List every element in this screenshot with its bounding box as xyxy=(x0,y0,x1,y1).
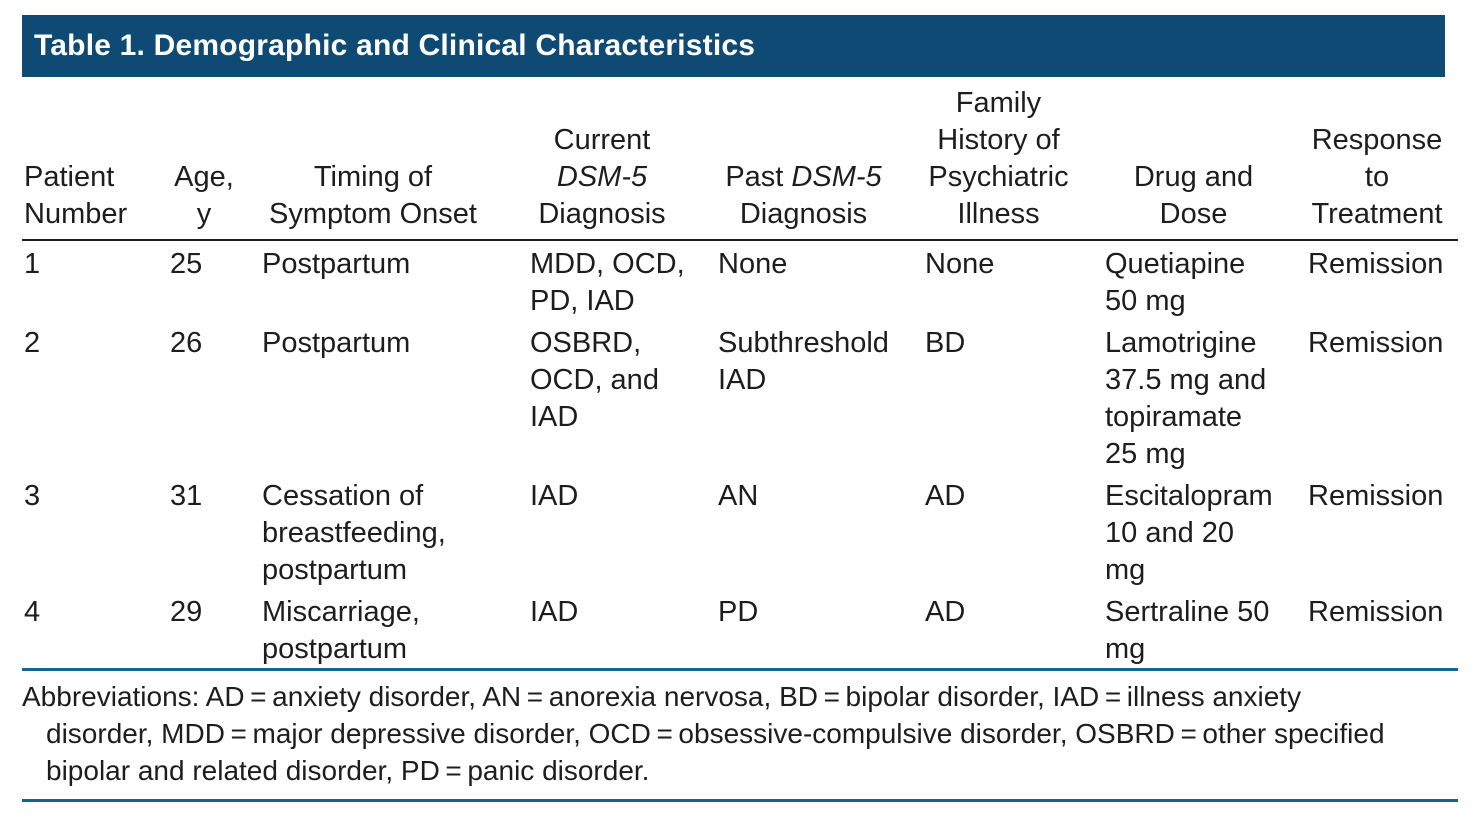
table-row: 3 31 Cessation of breastfeeding, postpar… xyxy=(22,473,1458,589)
cell-family-history: None xyxy=(925,248,995,280)
cell-drug-dose: Quetiapine 50 mg xyxy=(1105,248,1246,317)
table-title-bar: Table 1. Demographic and Clinical Charac… xyxy=(22,15,1445,77)
cell-drug-dose: Sertraline 50 mg xyxy=(1105,596,1270,665)
col-header-current-dsm5-italic: DSM-5 xyxy=(556,161,648,193)
cell-patient-number: 3 xyxy=(24,480,41,512)
cell-current-dsm5: MDD, OCD, PD, IAD xyxy=(530,248,685,317)
cell-patient-number: 2 xyxy=(24,327,41,359)
cell-timing: Postpartum xyxy=(262,327,411,359)
col-header-current-dsm5-suffix: Diagnosis xyxy=(538,198,666,230)
cell-age: 31 xyxy=(170,480,203,512)
cell-current-dsm5: OSBRD, OCD, and IAD xyxy=(530,327,659,433)
col-header-current-dsm5: Current DSM-5 Diagnosis xyxy=(503,77,701,241)
col-header-past-dsm5-suffix: Diagnosis xyxy=(739,198,868,230)
table-footnote: Abbreviations: AD = anxiety disorder, AN… xyxy=(22,668,1458,802)
cell-response: Remission xyxy=(1308,248,1444,280)
col-header-response: Response to Treatment xyxy=(1296,77,1458,241)
col-header-age: Age, y xyxy=(165,77,243,241)
cell-timing: Cessation of breastfeeding, postpartum xyxy=(262,480,446,586)
cell-age: 29 xyxy=(170,596,203,628)
col-header-current-dsm5-prefix: Current xyxy=(553,124,651,156)
table-row: 2 26 Postpartum OSBRD, OCD, and IAD Subt… xyxy=(22,320,1458,473)
cell-current-dsm5: IAD xyxy=(530,480,579,512)
demographics-table: Patient Number Age, y Timing of Symptom … xyxy=(22,77,1458,668)
col-header-past-dsm5-italic: DSM-5 xyxy=(791,161,882,193)
header-row: Patient Number Age, y Timing of Symptom … xyxy=(22,77,1458,241)
col-header-family-history: Family History of Psychiatric Illness xyxy=(906,77,1091,241)
cell-patient-number: 1 xyxy=(24,248,41,280)
col-header-past-dsm5: Past DSM-5 Diagnosis xyxy=(701,77,906,241)
cell-drug-dose: Lamotrigine 37.5 mg and topiramate 25 mg xyxy=(1105,327,1267,470)
cell-family-history: AD xyxy=(925,480,966,512)
cell-response: Remission xyxy=(1308,327,1444,359)
col-header-past-dsm5-prefix: Past xyxy=(725,161,792,193)
col-header-drug-dose: Drug and Dose xyxy=(1091,77,1296,241)
col-header-patient-number: Patient Number xyxy=(22,77,165,241)
table-row: 4 29 Miscarriage, postpartum IAD PD AD S… xyxy=(22,589,1458,668)
cell-timing: Postpartum xyxy=(262,248,411,280)
cell-past-dsm5: PD xyxy=(718,596,759,628)
cell-age: 26 xyxy=(170,327,203,359)
cell-past-dsm5: None xyxy=(718,248,788,280)
cell-age: 25 xyxy=(170,248,203,280)
cell-patient-number: 4 xyxy=(24,596,41,628)
table-row: 1 25 Postpartum MDD, OCD, PD, IAD None N… xyxy=(22,240,1458,320)
cell-past-dsm5: AN xyxy=(718,480,759,512)
cell-family-history: BD xyxy=(925,327,966,359)
table-title: Table 1. Demographic and Clinical Charac… xyxy=(34,29,756,62)
cell-timing: Miscarriage, postpartum xyxy=(262,596,420,665)
cell-current-dsm5: IAD xyxy=(530,596,579,628)
cell-drug-dose: Escitalopram 10 and 20 mg xyxy=(1105,480,1273,586)
cell-past-dsm5: Subthreshold IAD xyxy=(718,327,889,396)
cell-response: Remission xyxy=(1308,596,1444,628)
cell-family-history: AD xyxy=(925,596,966,628)
cell-response: Remission xyxy=(1308,480,1444,512)
col-header-timing: Timing of Symptom Onset xyxy=(243,77,503,241)
